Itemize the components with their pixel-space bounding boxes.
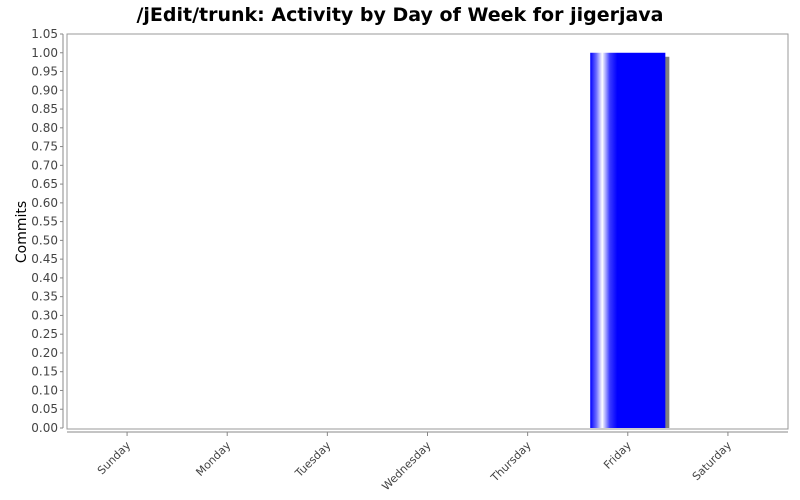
x-tick-label: Sunday bbox=[95, 439, 134, 478]
y-tick-label: 1.00 bbox=[31, 46, 58, 60]
y-tick-label: 0.80 bbox=[31, 121, 58, 135]
x-tick-label: Friday bbox=[601, 439, 634, 472]
y-tick-label: 0.45 bbox=[31, 252, 58, 266]
x-tick-label: Saturday bbox=[690, 439, 735, 484]
y-axis: 0.00 0.05 0.10 0.15 0.20 0.25 0.30 0.35 0.40 0.45… bbox=[31, 27, 64, 435]
y-tick-label: 0.35 bbox=[31, 290, 58, 304]
y-tick-label: 0.65 bbox=[31, 177, 58, 191]
y-tick-label: 0.05 bbox=[31, 402, 58, 416]
x-tick-label: Wednesday bbox=[379, 439, 434, 494]
x-tick-label: Thursday bbox=[488, 439, 534, 485]
y-tick-label: 0.40 bbox=[31, 271, 58, 285]
y-tick-label: 0.55 bbox=[31, 215, 58, 229]
chart-title: /jEdit/trunk: Activity by Day of Week fo… bbox=[136, 4, 664, 26]
y-tick-label: 0.75 bbox=[31, 140, 58, 154]
y-tick-label: 0.20 bbox=[31, 346, 58, 360]
y-tick-label: 0.30 bbox=[31, 308, 58, 322]
y-tick-label: 0.95 bbox=[31, 65, 58, 79]
bar-friday bbox=[590, 52, 666, 429]
y-tick-label: 0.00 bbox=[31, 421, 58, 435]
bars bbox=[590, 52, 670, 429]
y-tick-label: 0.10 bbox=[31, 383, 58, 397]
x-tick-label: Monday bbox=[193, 439, 233, 479]
y-tick-label: 0.90 bbox=[31, 83, 58, 97]
y-tick-label: 0.25 bbox=[31, 327, 58, 341]
y-tick-label: 1.05 bbox=[31, 27, 58, 41]
x-tick-label: Tuesday bbox=[292, 439, 334, 481]
y-tick-label: 0.70 bbox=[31, 158, 58, 172]
x-axis: Sunday Monday Tuesday Wednesday Thursday Frid… bbox=[67, 431, 788, 494]
plot-area bbox=[66, 33, 789, 430]
y-axis-title: Commits bbox=[14, 201, 30, 263]
y-tick-label: 0.60 bbox=[31, 196, 58, 210]
y-tick-label: 0.15 bbox=[31, 365, 58, 379]
y-tick-label: 0.85 bbox=[31, 102, 58, 116]
y-tick-label: 0.50 bbox=[31, 233, 58, 247]
